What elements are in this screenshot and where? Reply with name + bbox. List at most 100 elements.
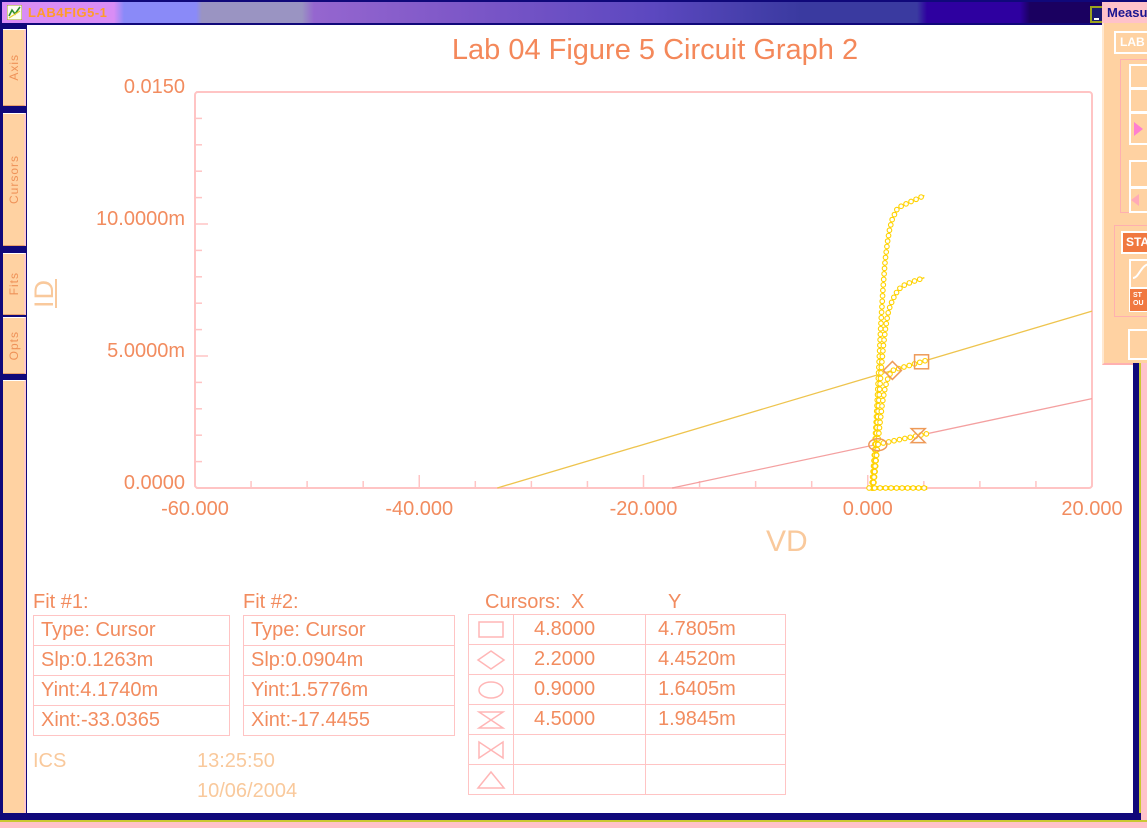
data-point-marker [883, 320, 890, 327]
measure-lab-box[interactable]: LAB [1114, 31, 1147, 54]
measure-button-1[interactable] [1129, 64, 1147, 89]
cursor-symbol-ellipse[interactable] [468, 674, 514, 705]
data-point-marker [880, 348, 886, 354]
data-point-marker [891, 211, 898, 218]
data-point-marker [885, 232, 892, 239]
cursors-y-header: Y [668, 591, 682, 613]
sidebar-tab-opts[interactable]: Opts [3, 317, 26, 374]
triangle-icon [476, 770, 506, 789]
y-tick-label: 10.0000m [96, 208, 185, 230]
window-top-border [0, 0, 1147, 2]
cursor-row: 4.8000 4.7805m [468, 614, 786, 645]
fit2-table: Fit #2: Type: Cursor Slp:0.0904m Yint:1.57… [243, 591, 455, 736]
cursor-symbol-hourglass[interactable] [468, 704, 514, 735]
data-point-marker [881, 331, 888, 338]
hourglass-icon [476, 710, 506, 729]
data-point-marker [923, 431, 930, 437]
data-point-marker [888, 485, 894, 491]
measure-back-button[interactable] [1129, 187, 1147, 213]
cursor-symbol-triangle[interactable] [468, 764, 514, 795]
cursor-symbol-bowtie[interactable] [468, 734, 514, 765]
data-point-marker [906, 362, 913, 369]
fit1-table: Fit #1: Type: Cursor Slp:0.1263m Yint:4.17… [33, 591, 230, 736]
data-point-marker [885, 309, 892, 316]
background-window-right [1141, 363, 1147, 822]
data-point-marker [873, 452, 880, 459]
cursor-y-value [645, 764, 786, 795]
fit1-header: Fit #1: [33, 591, 89, 613]
cursor-x-value: 4.8000 [513, 614, 646, 645]
data-point-marker [872, 463, 879, 469]
cursor-x-value: 2.2000 [513, 644, 646, 675]
data-point-marker [915, 485, 922, 491]
measure-button-3[interactable] [1129, 160, 1147, 188]
chart-cursor-square[interactable] [913, 354, 930, 370]
measure-button-4[interactable] [1128, 329, 1147, 360]
chart-cursor-diamond[interactable] [882, 360, 903, 381]
data-point-marker [872, 457, 879, 464]
data-point-marker [898, 203, 904, 210]
fit-row: Slp:0.0904m [243, 645, 455, 676]
measure-stou-button[interactable]: ST OU [1129, 288, 1147, 312]
data-point-marker [880, 276, 887, 283]
measure-button-2[interactable] [1129, 88, 1147, 113]
data-point-marker [921, 485, 927, 491]
x-axis-label[interactable]: VD [766, 525, 808, 558]
waveform-icon [1132, 263, 1147, 279]
ellipse-icon [478, 680, 504, 699]
x-tick-label: -60.000 [161, 498, 229, 520]
data-point-marker [908, 198, 914, 205]
titlebar[interactable]: LAB4FIG5-1 [2, 2, 1104, 25]
fit2-header: Fit #2: [243, 591, 299, 613]
sidebar-tab-axis[interactable]: Axis [3, 29, 26, 106]
data-point-marker [878, 320, 884, 327]
play-triangle-icon [1134, 121, 1143, 136]
data-point-marker [884, 243, 890, 250]
data-point-marker [884, 315, 891, 322]
background-window-bottom [0, 822, 1147, 828]
data-point-marker [878, 408, 885, 415]
measure-window-titlebar[interactable]: Measu [1102, 2, 1147, 23]
data-point-marker [881, 265, 888, 272]
sidebar-tab-rail: Axis Cursors Fits Opts [0, 23, 27, 815]
data-point-marker [887, 222, 894, 228]
data-point-marker [879, 303, 885, 310]
measure-run-button[interactable] [1129, 112, 1147, 145]
data-point-marker [876, 391, 883, 398]
sidebar-tab-cursors[interactable]: Cursors [3, 113, 26, 246]
cursor-y-value: 4.7805m [645, 614, 786, 645]
data-point-marker [911, 278, 918, 284]
data-point-marker [891, 437, 897, 444]
cursors-x-header: X [571, 591, 585, 613]
data-point-marker [888, 299, 895, 306]
data-point-marker [893, 485, 900, 491]
data-point-marker [893, 289, 900, 296]
chart-cursor-hourglass[interactable] [909, 427, 928, 444]
cursor-y-value: 4.4520m [645, 644, 786, 675]
data-point-marker [884, 238, 891, 244]
data-point-marker [877, 325, 884, 332]
timestamp-time: 13:25:50 [197, 750, 275, 772]
sidebar-tab-fits[interactable]: Fits [3, 253, 26, 315]
data-point-marker [878, 314, 885, 321]
cursor-x-value [513, 764, 646, 795]
data-point-marker [880, 392, 887, 398]
data-point-marker [916, 276, 923, 283]
measure-waveform-button[interactable] [1129, 259, 1147, 289]
window-right-edge-highlight [1139, 363, 1141, 822]
chart-title: Lab 04 Figure 5 Circuit Graph 2 [451, 34, 859, 66]
measure-button-group-2: STA ST OU [1114, 225, 1147, 317]
data-point-marker [886, 304, 893, 311]
data-point-marker [918, 194, 924, 200]
cursor-symbol-diamond[interactable] [468, 644, 514, 675]
chart-cursor-ellipse[interactable] [868, 437, 888, 452]
data-point-marker [883, 381, 889, 388]
fit-row: Type: Cursor [33, 615, 230, 646]
square-icon [478, 620, 504, 638]
fit-line[interactable] [497, 310, 1093, 489]
cursor-symbol-square[interactable] [468, 614, 514, 645]
data-point-marker [882, 254, 889, 261]
cursors-rows: 4.8000 4.7805m 2.2000 4.4520m 0.9000 1.6405m 4… [468, 614, 786, 795]
